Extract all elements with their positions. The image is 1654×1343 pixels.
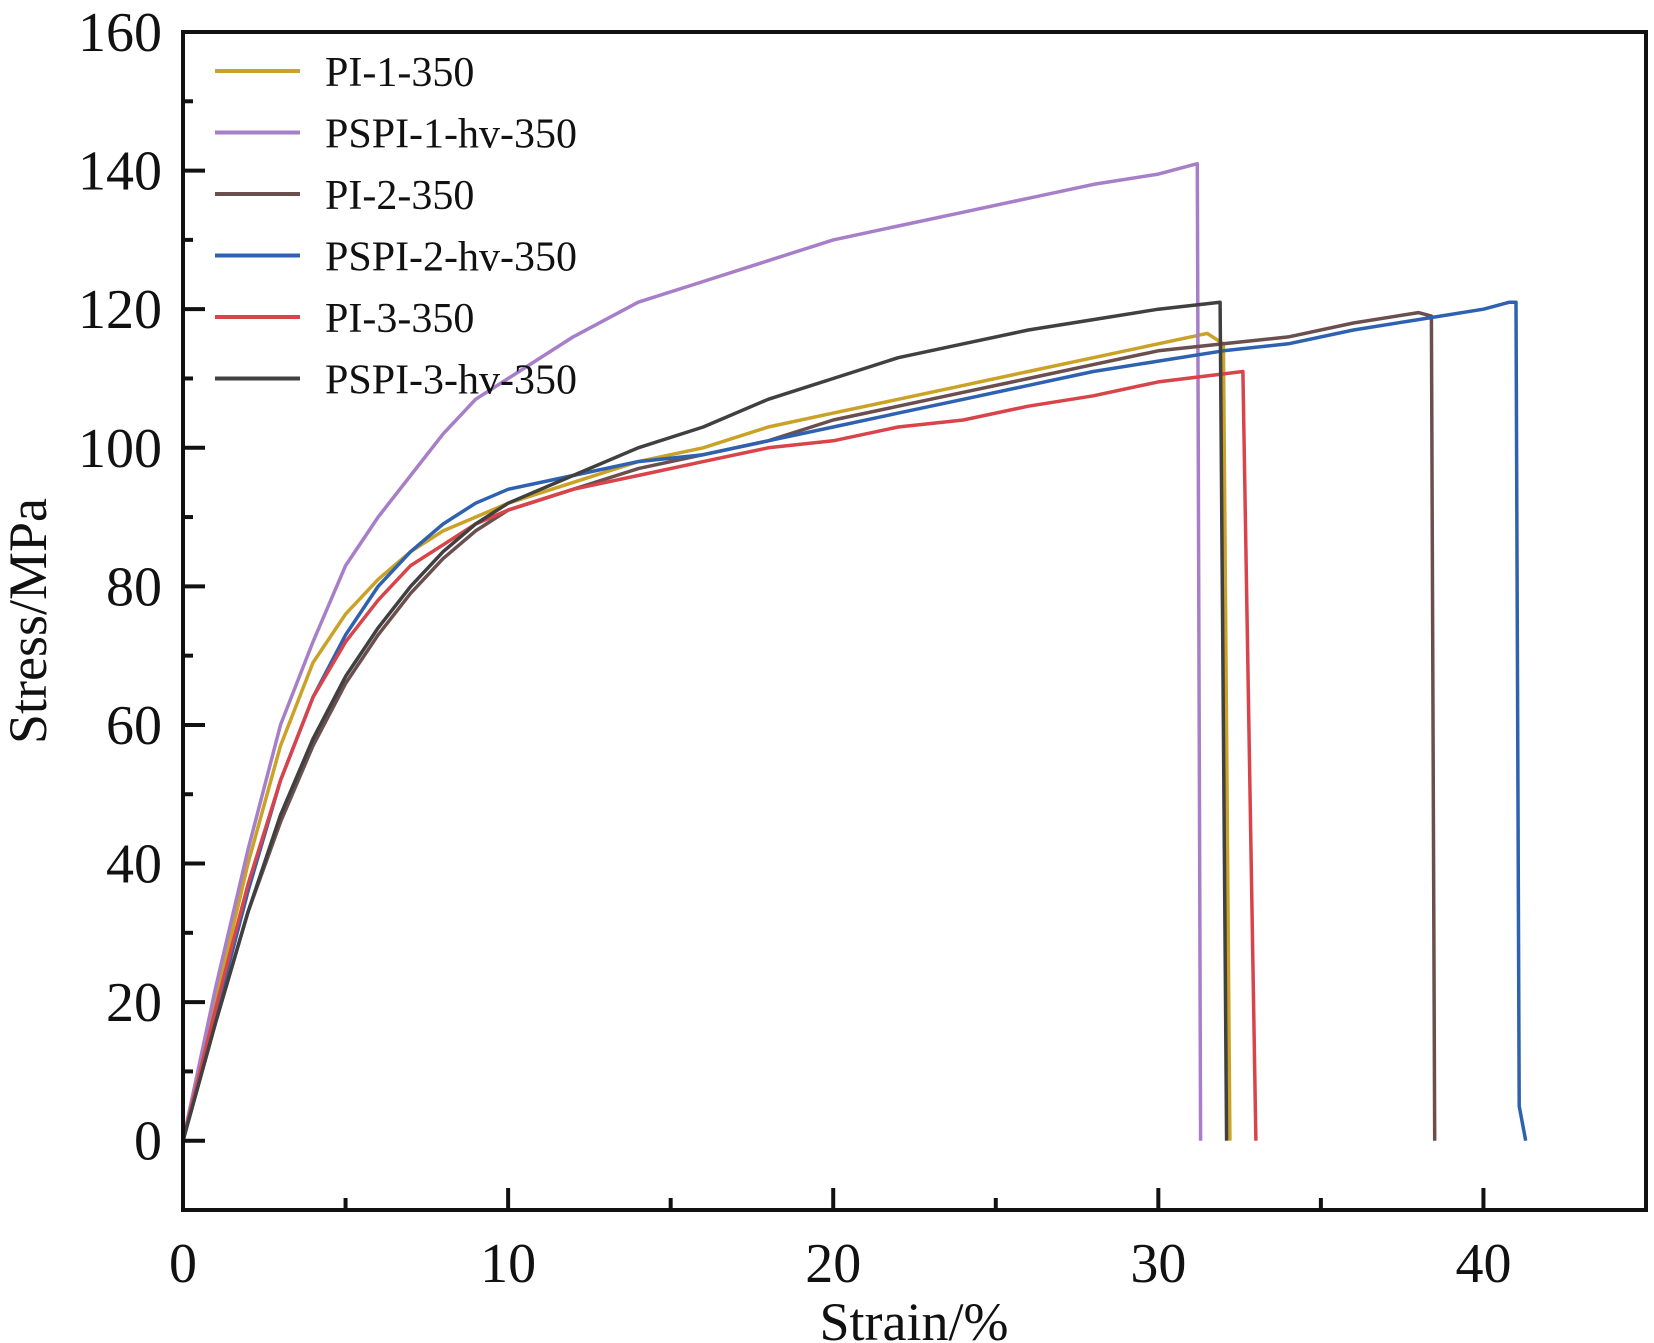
x-tick-label: 40 (1455, 1233, 1511, 1295)
ticks-layer: 0 10 20 30 40 0 20 40 60 80 100 120 140 160 (78, 2, 1648, 1295)
y-tick-label: 40 (106, 834, 162, 896)
y-tick-label: 160 (78, 2, 162, 64)
y-axis-label: Stress/MPa (0, 498, 58, 744)
x-tick-label: 0 (169, 1233, 197, 1295)
y-tick-label: 20 (106, 972, 162, 1034)
series-line-PI-1-350 (181, 331, 1232, 1142)
series-line-PSPI-3-hv-350 (181, 300, 1229, 1142)
x-axis-label: Strain/% (820, 1292, 1009, 1343)
series-line-PI-2-350 (181, 310, 1437, 1142)
series-line-PSPI-1-hv-350 (181, 161, 1203, 1142)
legend-label: PI-2-350 (325, 173, 474, 219)
legend-label: PI-3-350 (325, 296, 474, 342)
legend-label: PSPI-1-hv-350 (325, 112, 577, 158)
legend-label: PI-1-350 (325, 50, 474, 96)
series-line-PSPI-2-hv-350 (181, 300, 1528, 1142)
y-tick-label: 60 (106, 695, 162, 757)
legend-label: PSPI-2-hv-350 (325, 235, 577, 281)
series-layer (181, 161, 1528, 1142)
y-tick-label: 140 (78, 141, 162, 203)
y-tick-label: 120 (78, 279, 162, 341)
x-tick-label: 20 (805, 1233, 861, 1295)
series-line-PI-3-350 (181, 369, 1258, 1142)
y-tick-label: 80 (106, 556, 162, 618)
y-tick-label: 0 (134, 1111, 162, 1173)
y-tick-label: 100 (78, 418, 162, 480)
x-tick-label: 10 (480, 1233, 536, 1295)
x-tick-label: 30 (1130, 1233, 1186, 1295)
legend: PI-1-350 PSPI-1-hv-350 PI-2-350 PSPI-2-hv-3… (215, 50, 577, 404)
legend-label: PSPI-3-hv-350 (325, 358, 577, 404)
plot-frame (181, 30, 1648, 1212)
